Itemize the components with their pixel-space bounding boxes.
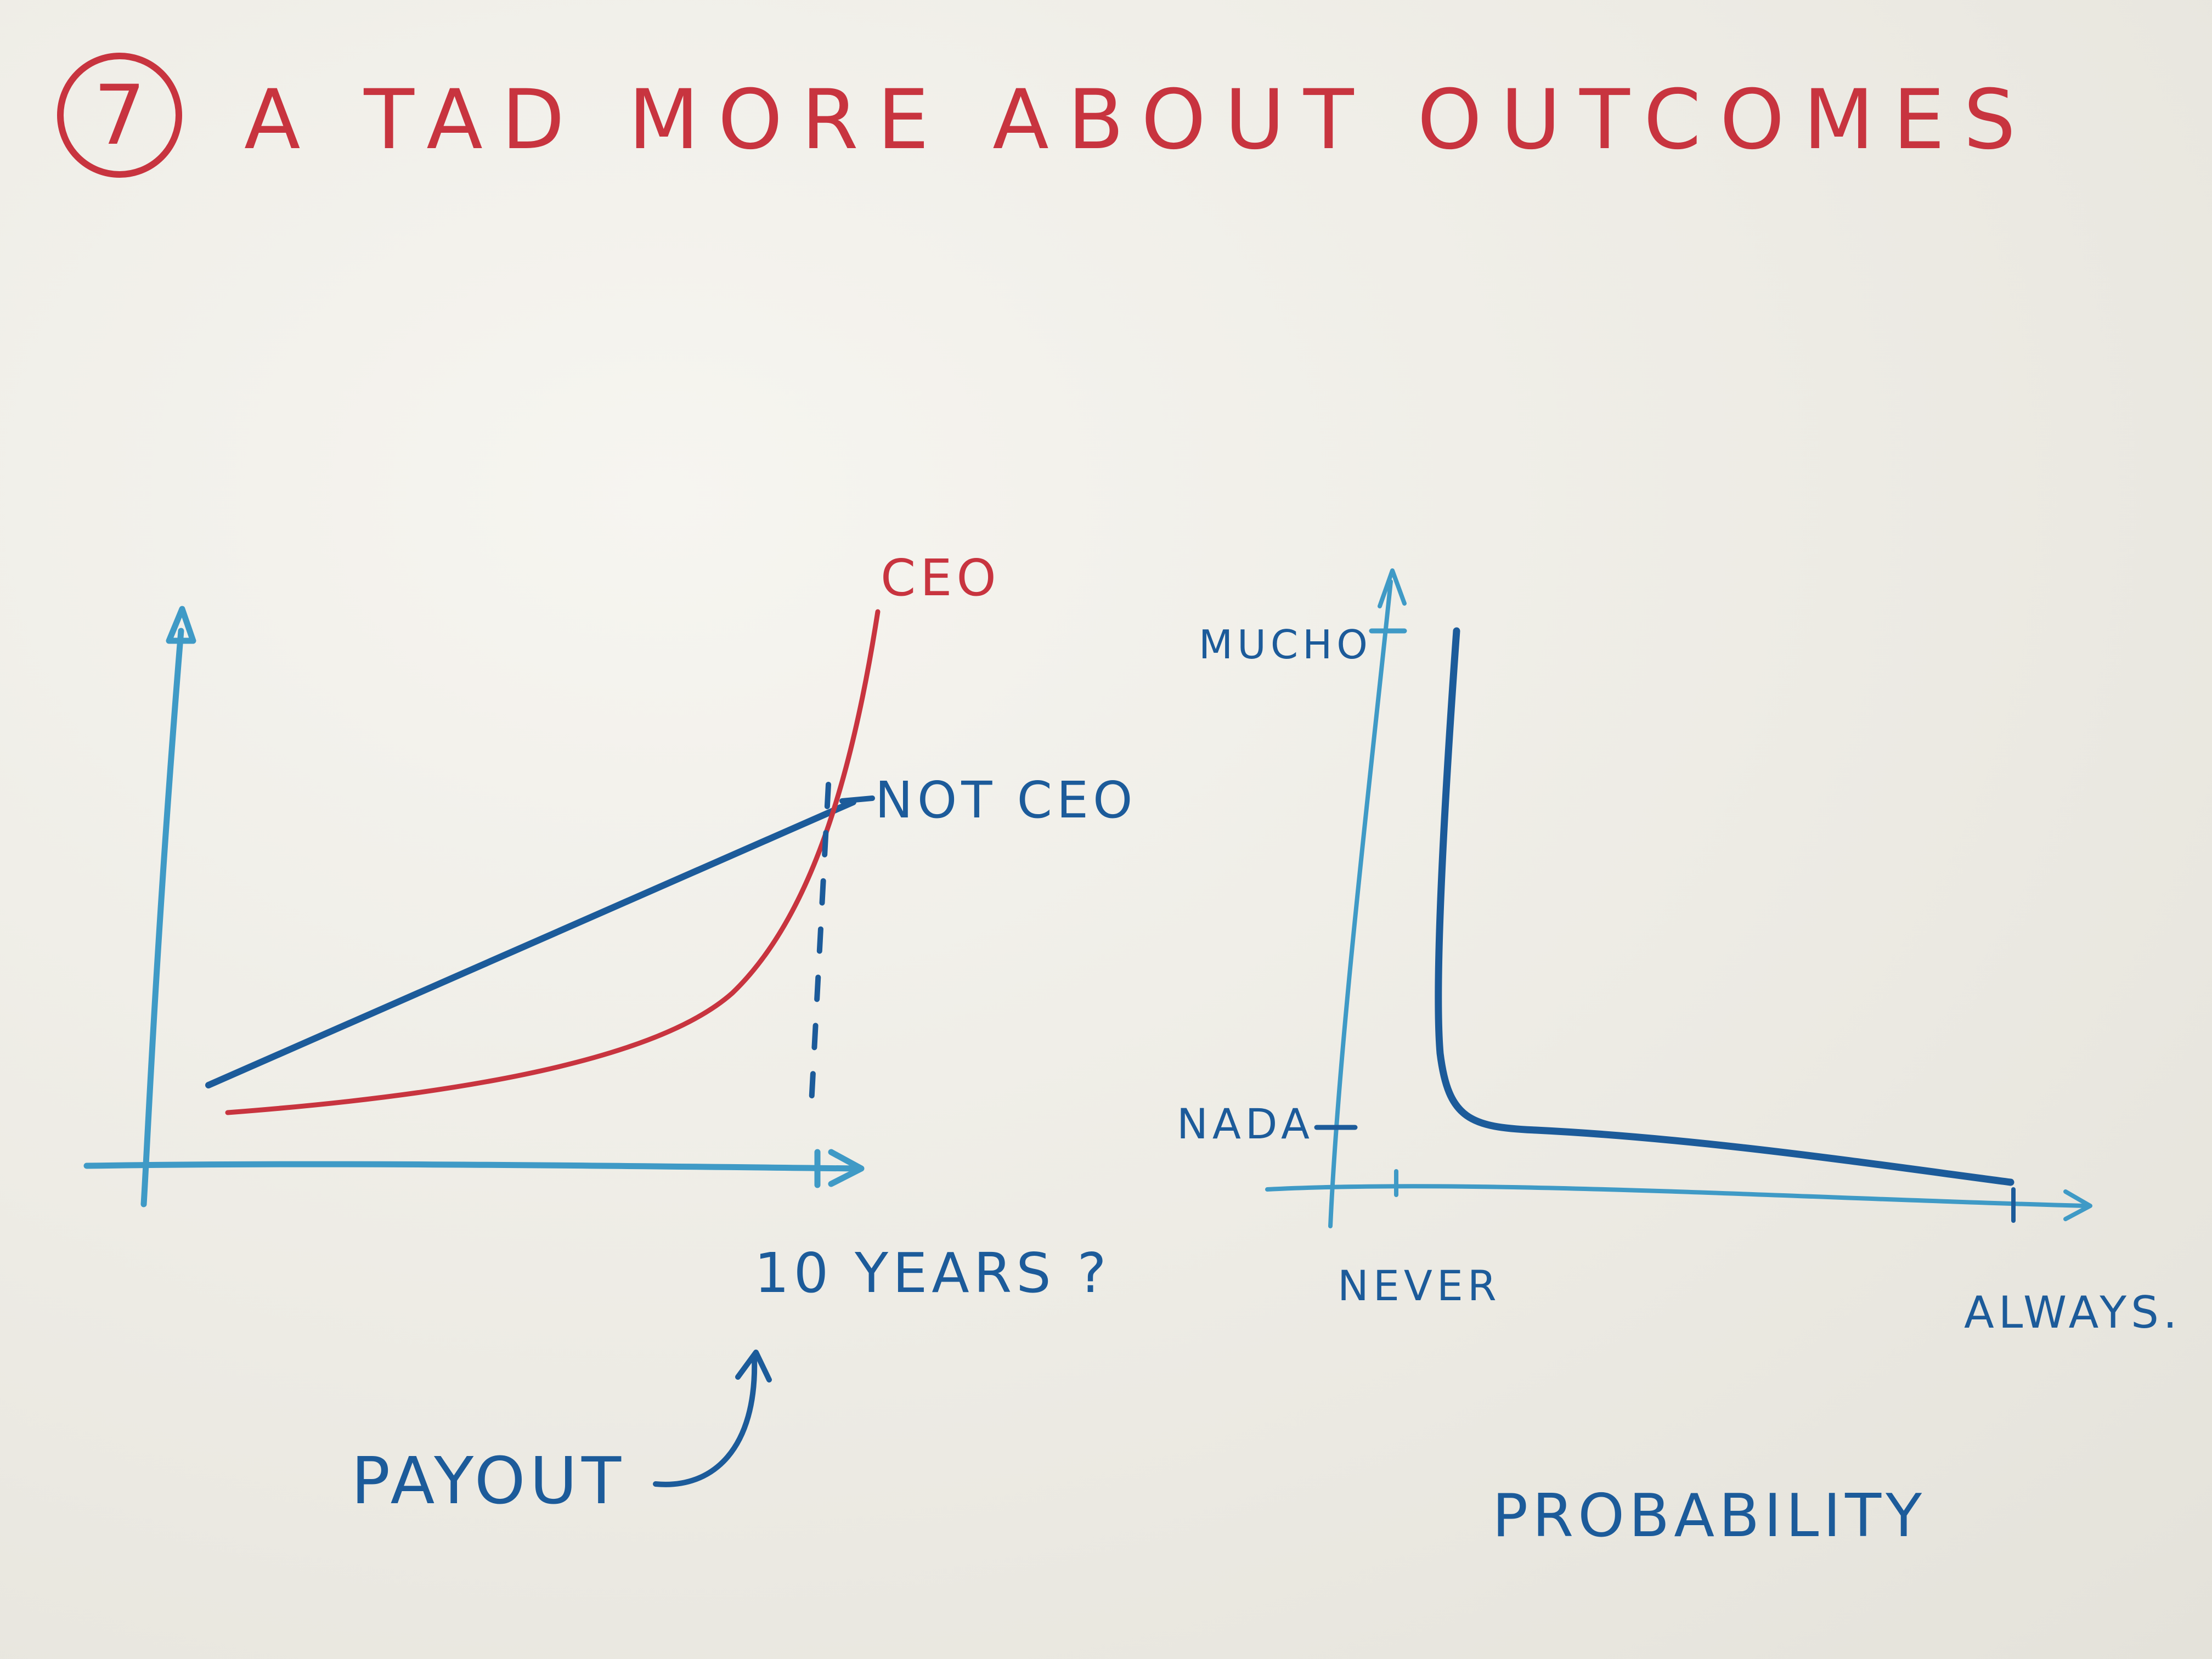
not-ceo-label-leader: [839, 795, 875, 804]
never-label: NEVER: [1338, 1261, 1501, 1310]
mucho-label: MUCHO: [1199, 622, 1372, 668]
payout-y-axis: [140, 628, 184, 1207]
probability-y-axis: [1328, 579, 1393, 1228]
title-number-circle: [57, 53, 182, 178]
nada-label: NADA: [1177, 1099, 1314, 1148]
title-number: 7: [93, 68, 145, 163]
always-label: ALWAYS.: [1964, 1287, 2181, 1338]
probability-x-axis-arrowhead: [2063, 1189, 2092, 1221]
page-title: A TAD MORE ABOUT OUTCOMES: [244, 72, 2034, 168]
payout-pointer-arrowhead: [735, 1350, 772, 1383]
payout-x-axis-arrowhead: [828, 1149, 865, 1187]
not-ceo-line: [205, 799, 856, 1088]
payout-chart: CEO NOT CEO 10 YEARS ? PAYOUT: [83, 549, 1137, 1519]
probability-y-axis-arrowhead: [1378, 568, 1407, 608]
probability-curve: [1435, 627, 2015, 1186]
ceo-curve: [225, 609, 881, 1115]
probability-chart: MUCHO NADA NEVER ALWAYS. PROBABILITY: [1177, 568, 2181, 1550]
payout-axis-label: PAYOUT: [351, 1443, 625, 1519]
ten-years-label: 10 YEARS ?: [754, 1241, 1111, 1305]
title-block: 7 A TAD MORE ABOUT OUTCOMES: [57, 53, 2034, 178]
probability-x-axis: [1265, 1184, 2087, 1208]
not-ceo-label: NOT CEO: [875, 771, 1137, 830]
payout-pointer-arrow: [653, 1355, 758, 1487]
payout-x-axis: [83, 1161, 862, 1172]
probability-axis-label: PROBABILITY: [1492, 1482, 1926, 1550]
ceo-label: CEO: [881, 549, 1001, 607]
ten-years-dashed-line: [808, 782, 831, 1116]
payout-y-axis-arrowhead: [166, 606, 196, 644]
